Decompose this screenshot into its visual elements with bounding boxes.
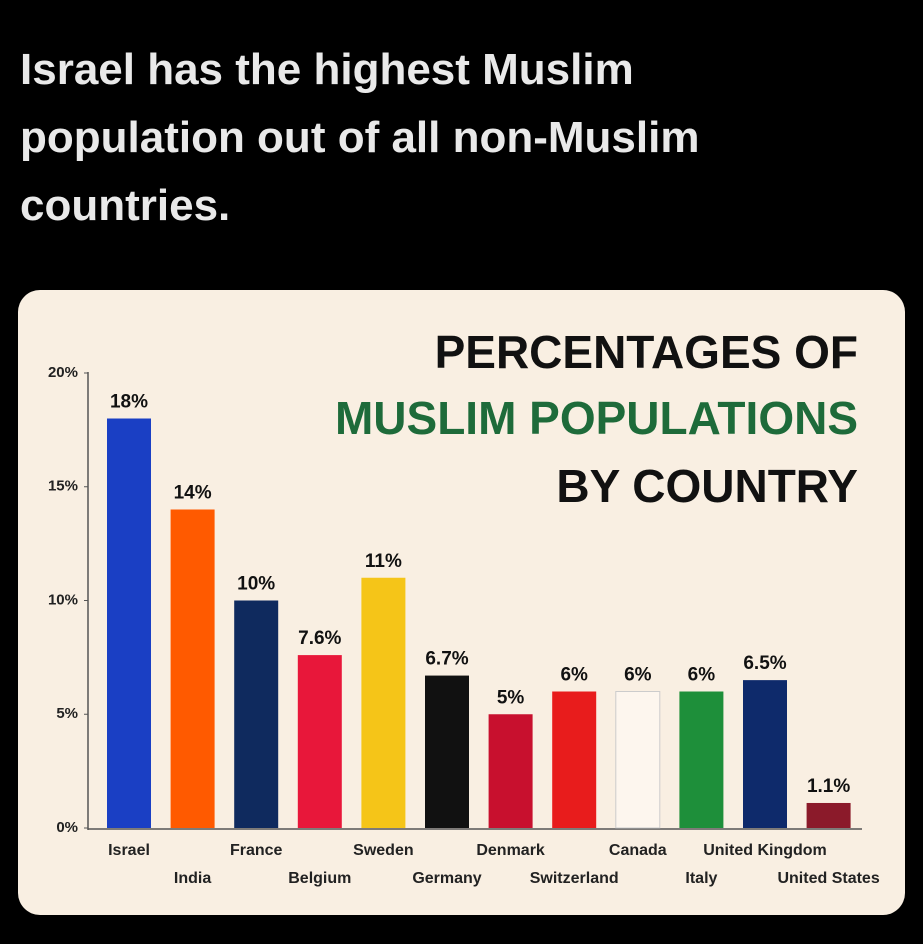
y-tick-label: 20% <box>48 364 78 381</box>
bar <box>806 802 851 828</box>
x-tick-label: Italy <box>685 870 717 887</box>
data-label: 6% <box>688 665 716 686</box>
x-tick-label: United States <box>777 870 879 887</box>
x-tick-label: United Kingdom <box>703 842 827 859</box>
data-label: 1.1% <box>807 776 850 797</box>
bar <box>170 509 215 828</box>
data-label: 7.6% <box>298 628 341 649</box>
x-tick-label: Switzerland <box>530 870 619 887</box>
bar <box>361 577 406 828</box>
data-label: 6.5% <box>743 653 786 674</box>
data-label: 6% <box>560 665 588 686</box>
bar <box>615 691 661 829</box>
x-tick-label: Israel <box>108 842 150 859</box>
data-label: 6.7% <box>425 649 468 670</box>
data-label: 18% <box>110 392 148 413</box>
bar <box>488 714 533 828</box>
chart-title: PERCENTAGES OF <box>435 326 858 378</box>
data-label: 14% <box>174 483 212 504</box>
data-label: 10% <box>237 574 275 595</box>
x-tick-label: Denmark <box>476 842 545 859</box>
bar <box>552 691 597 828</box>
headline: Israel has the highest Muslim population… <box>20 45 700 230</box>
x-tick-label: Sweden <box>353 842 413 859</box>
data-label: 6% <box>624 665 652 686</box>
x-tick-label: Belgium <box>288 870 351 887</box>
bar <box>234 600 279 828</box>
y-tick-label: 0% <box>56 819 78 836</box>
x-tick-label: India <box>174 870 211 887</box>
chart-title: BY COUNTRY <box>556 460 858 512</box>
bar <box>297 655 342 828</box>
y-tick-label: 15% <box>48 478 78 495</box>
chart-title: MUSLIM POPULATIONS <box>335 392 858 444</box>
y-tick-label: 5% <box>56 705 78 722</box>
bar <box>743 680 787 828</box>
x-tick-label: Germany <box>412 870 481 887</box>
x-tick-label: Canada <box>609 842 667 859</box>
y-tick-label: 10% <box>48 591 78 608</box>
bar <box>107 418 151 828</box>
data-label: 5% <box>497 687 525 708</box>
x-tick-label: France <box>230 842 283 859</box>
bar <box>425 675 469 828</box>
data-label: 11% <box>365 551 402 572</box>
bar <box>679 691 724 828</box>
